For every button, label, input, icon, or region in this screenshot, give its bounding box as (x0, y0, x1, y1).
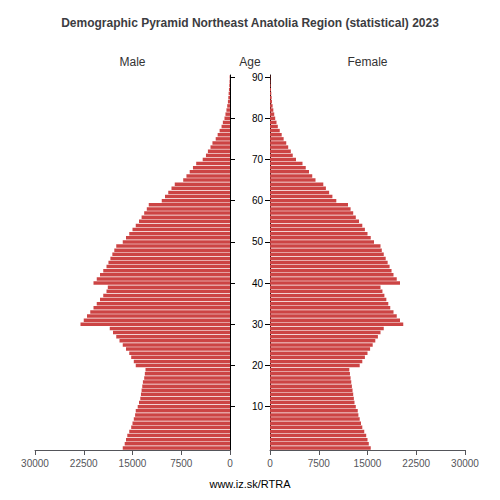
svg-text:30000: 30000 (21, 458, 49, 469)
svg-text:15000: 15000 (354, 458, 382, 469)
svg-text:Male: Male (119, 55, 145, 69)
svg-text:20: 20 (252, 360, 264, 371)
svg-text:0: 0 (267, 458, 273, 469)
svg-text:30: 30 (252, 319, 264, 330)
svg-text:Age: Age (239, 55, 261, 69)
svg-text:60: 60 (252, 195, 264, 206)
svg-text:Female: Female (347, 55, 387, 69)
svg-text:22500: 22500 (70, 458, 98, 469)
svg-text:40: 40 (252, 278, 264, 289)
svg-text:7500: 7500 (308, 458, 331, 469)
svg-text:15000: 15000 (119, 458, 147, 469)
svg-text:80: 80 (252, 113, 264, 124)
svg-text:22500: 22500 (402, 458, 430, 469)
svg-text:10: 10 (252, 401, 264, 412)
svg-text:50: 50 (252, 236, 264, 247)
svg-text:90: 90 (252, 72, 264, 83)
svg-text:0: 0 (227, 458, 233, 469)
svg-text:70: 70 (252, 154, 264, 165)
svg-text:30000: 30000 (451, 458, 479, 469)
svg-text:www.iz.sk/RTRA: www.iz.sk/RTRA (208, 478, 291, 490)
svg-text:Demographic Pyramid Northeast: Demographic Pyramid Northeast Anatolia R… (61, 16, 439, 30)
svg-text:7500: 7500 (170, 458, 193, 469)
